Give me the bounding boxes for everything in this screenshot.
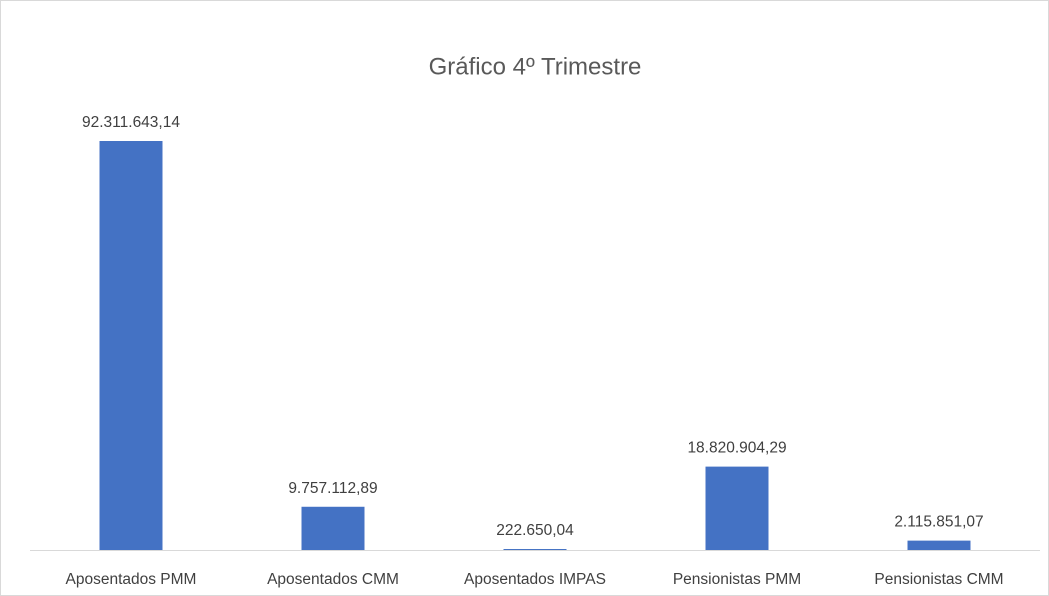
x-tick-label: Aposentados IMPAS: [464, 571, 606, 588]
chart-title: Gráfico 4º Trimestre: [429, 53, 642, 80]
data-label: 2.115.851,07: [894, 514, 983, 531]
bar: [907, 540, 971, 550]
data-label: 18.820.904,29: [687, 440, 786, 457]
x-tick-label: Pensionistas CMM: [874, 571, 1003, 588]
data-label: 9.757.112,89: [288, 480, 377, 497]
bar: [99, 141, 163, 550]
x-tick-label: Aposentados PMM: [66, 571, 197, 588]
data-label: 222.650,04: [496, 522, 574, 539]
bar: [503, 549, 567, 550]
x-tick-label: Pensionistas PMM: [673, 571, 801, 588]
bar: [301, 506, 365, 550]
x-tick-label: Aposentados CMM: [267, 571, 399, 588]
data-label: 92.311.643,14: [82, 114, 180, 131]
bar: [705, 466, 769, 550]
